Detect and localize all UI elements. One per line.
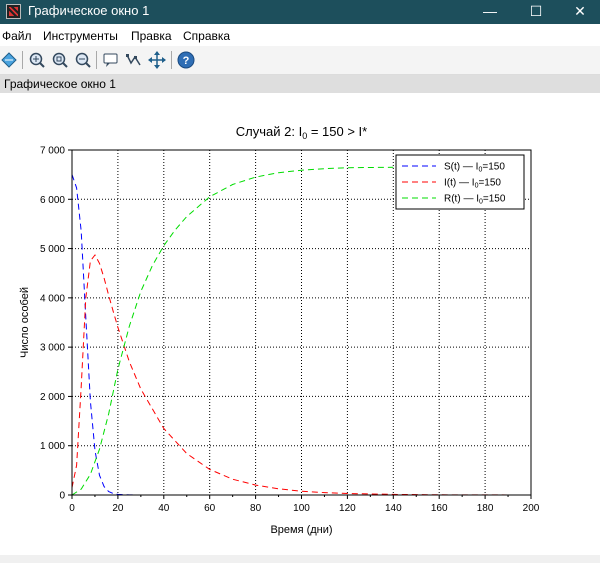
series-lines — [71, 166, 532, 496]
maximize-button[interactable]: ☐ — [529, 3, 543, 19]
menu-bar: Файл Инструменты Правка Справка — [0, 24, 600, 46]
axis-ticks: 0 20 40 60 80 100 120 140 160 180 200 0 1 000 2 000 3 … — [40, 146, 540, 515]
zoom-out-icon[interactable] — [74, 51, 92, 69]
menu-help[interactable]: Справка — [183, 29, 231, 43]
window-title: Графическое окно 1 — [28, 3, 150, 18]
plot-area[interactable]: 0 20 40 60 80 100 120 140 160 180 200 0 1 000 2 000 3 … — [0, 93, 600, 555]
menu-file[interactable]: Файл — [2, 29, 32, 43]
toolbar-separator — [22, 51, 23, 69]
x-tick-label: 60 — [204, 503, 216, 514]
chart-title: Случай 2: I0 = 150 > I* — [236, 124, 367, 141]
x-tick-label: 180 — [477, 503, 494, 514]
x-tick-label: 140 — [385, 503, 402, 514]
x-tick-label: 20 — [112, 503, 124, 514]
y-tick-label: 1 000 — [40, 441, 65, 452]
sir-chart[interactable]: 0 20 40 60 80 100 120 140 160 180 200 0 1 000 2 000 3 … — [0, 93, 600, 555]
minimize-button[interactable]: — — [483, 3, 497, 19]
y-tick-label: 4 000 — [40, 293, 65, 304]
y-tick-label: 0 — [59, 491, 65, 502]
close-button[interactable]: ✕ — [574, 3, 586, 19]
series-line-1 — [71, 254, 532, 496]
legend: S(t) — I0=150 I(t) — I0=150 R(t) — I0=15… — [395, 154, 525, 210]
edit-data-icon[interactable] — [125, 51, 143, 69]
x-tick-label: 0 — [69, 503, 75, 514]
figure-label: Графическое окно 1 — [4, 77, 116, 91]
y-tick-label: 2 000 — [40, 392, 65, 403]
window-titlebar: Графическое окно 1 — ☐ ✕ — [0, 0, 600, 24]
x-tick-label: 100 — [293, 503, 310, 514]
x-tick-label: 80 — [250, 503, 262, 514]
app-icon — [6, 4, 21, 19]
status-strip — [0, 555, 600, 563]
x-tick-label: 200 — [523, 503, 540, 514]
zoom-in-icon[interactable] — [28, 51, 46, 69]
legend-entry-s: S(t) — I0=150 — [444, 162, 505, 174]
x-tick-label: 160 — [431, 503, 448, 514]
y-tick-label: 6 000 — [40, 195, 65, 206]
y-tick-label: 5 000 — [40, 244, 65, 255]
legend-entry-i: I(t) — I0=150 — [444, 178, 501, 190]
y-axis-label: Число особей — [19, 287, 31, 358]
menu-edit[interactable]: Правка — [131, 29, 172, 43]
x-tick-label: 120 — [339, 503, 356, 514]
y-tick-label: 3 000 — [40, 343, 65, 354]
legend-entry-r: R(t) — I0=150 — [444, 194, 506, 206]
y-tick-label: 7 000 — [40, 146, 65, 157]
x-tick-label: 40 — [158, 503, 170, 514]
x-axis-label: Время (дни) — [270, 524, 332, 536]
datatip-icon[interactable] — [102, 51, 120, 69]
toolbar-separator — [96, 51, 97, 69]
toolbar-separator — [171, 51, 172, 69]
menu-tools[interactable]: Инструменты — [43, 29, 118, 43]
series-line-0 — [71, 174, 141, 496]
svg-text:?: ? — [183, 55, 190, 67]
help-icon[interactable]: ? — [177, 51, 195, 69]
move-icon[interactable] — [148, 51, 166, 69]
zoom-fit-icon[interactable] — [51, 51, 69, 69]
figure-label-strip: Графическое окно 1 — [0, 75, 600, 93]
toolbar: ? — [0, 46, 600, 75]
rotate-icon[interactable] — [0, 51, 18, 69]
